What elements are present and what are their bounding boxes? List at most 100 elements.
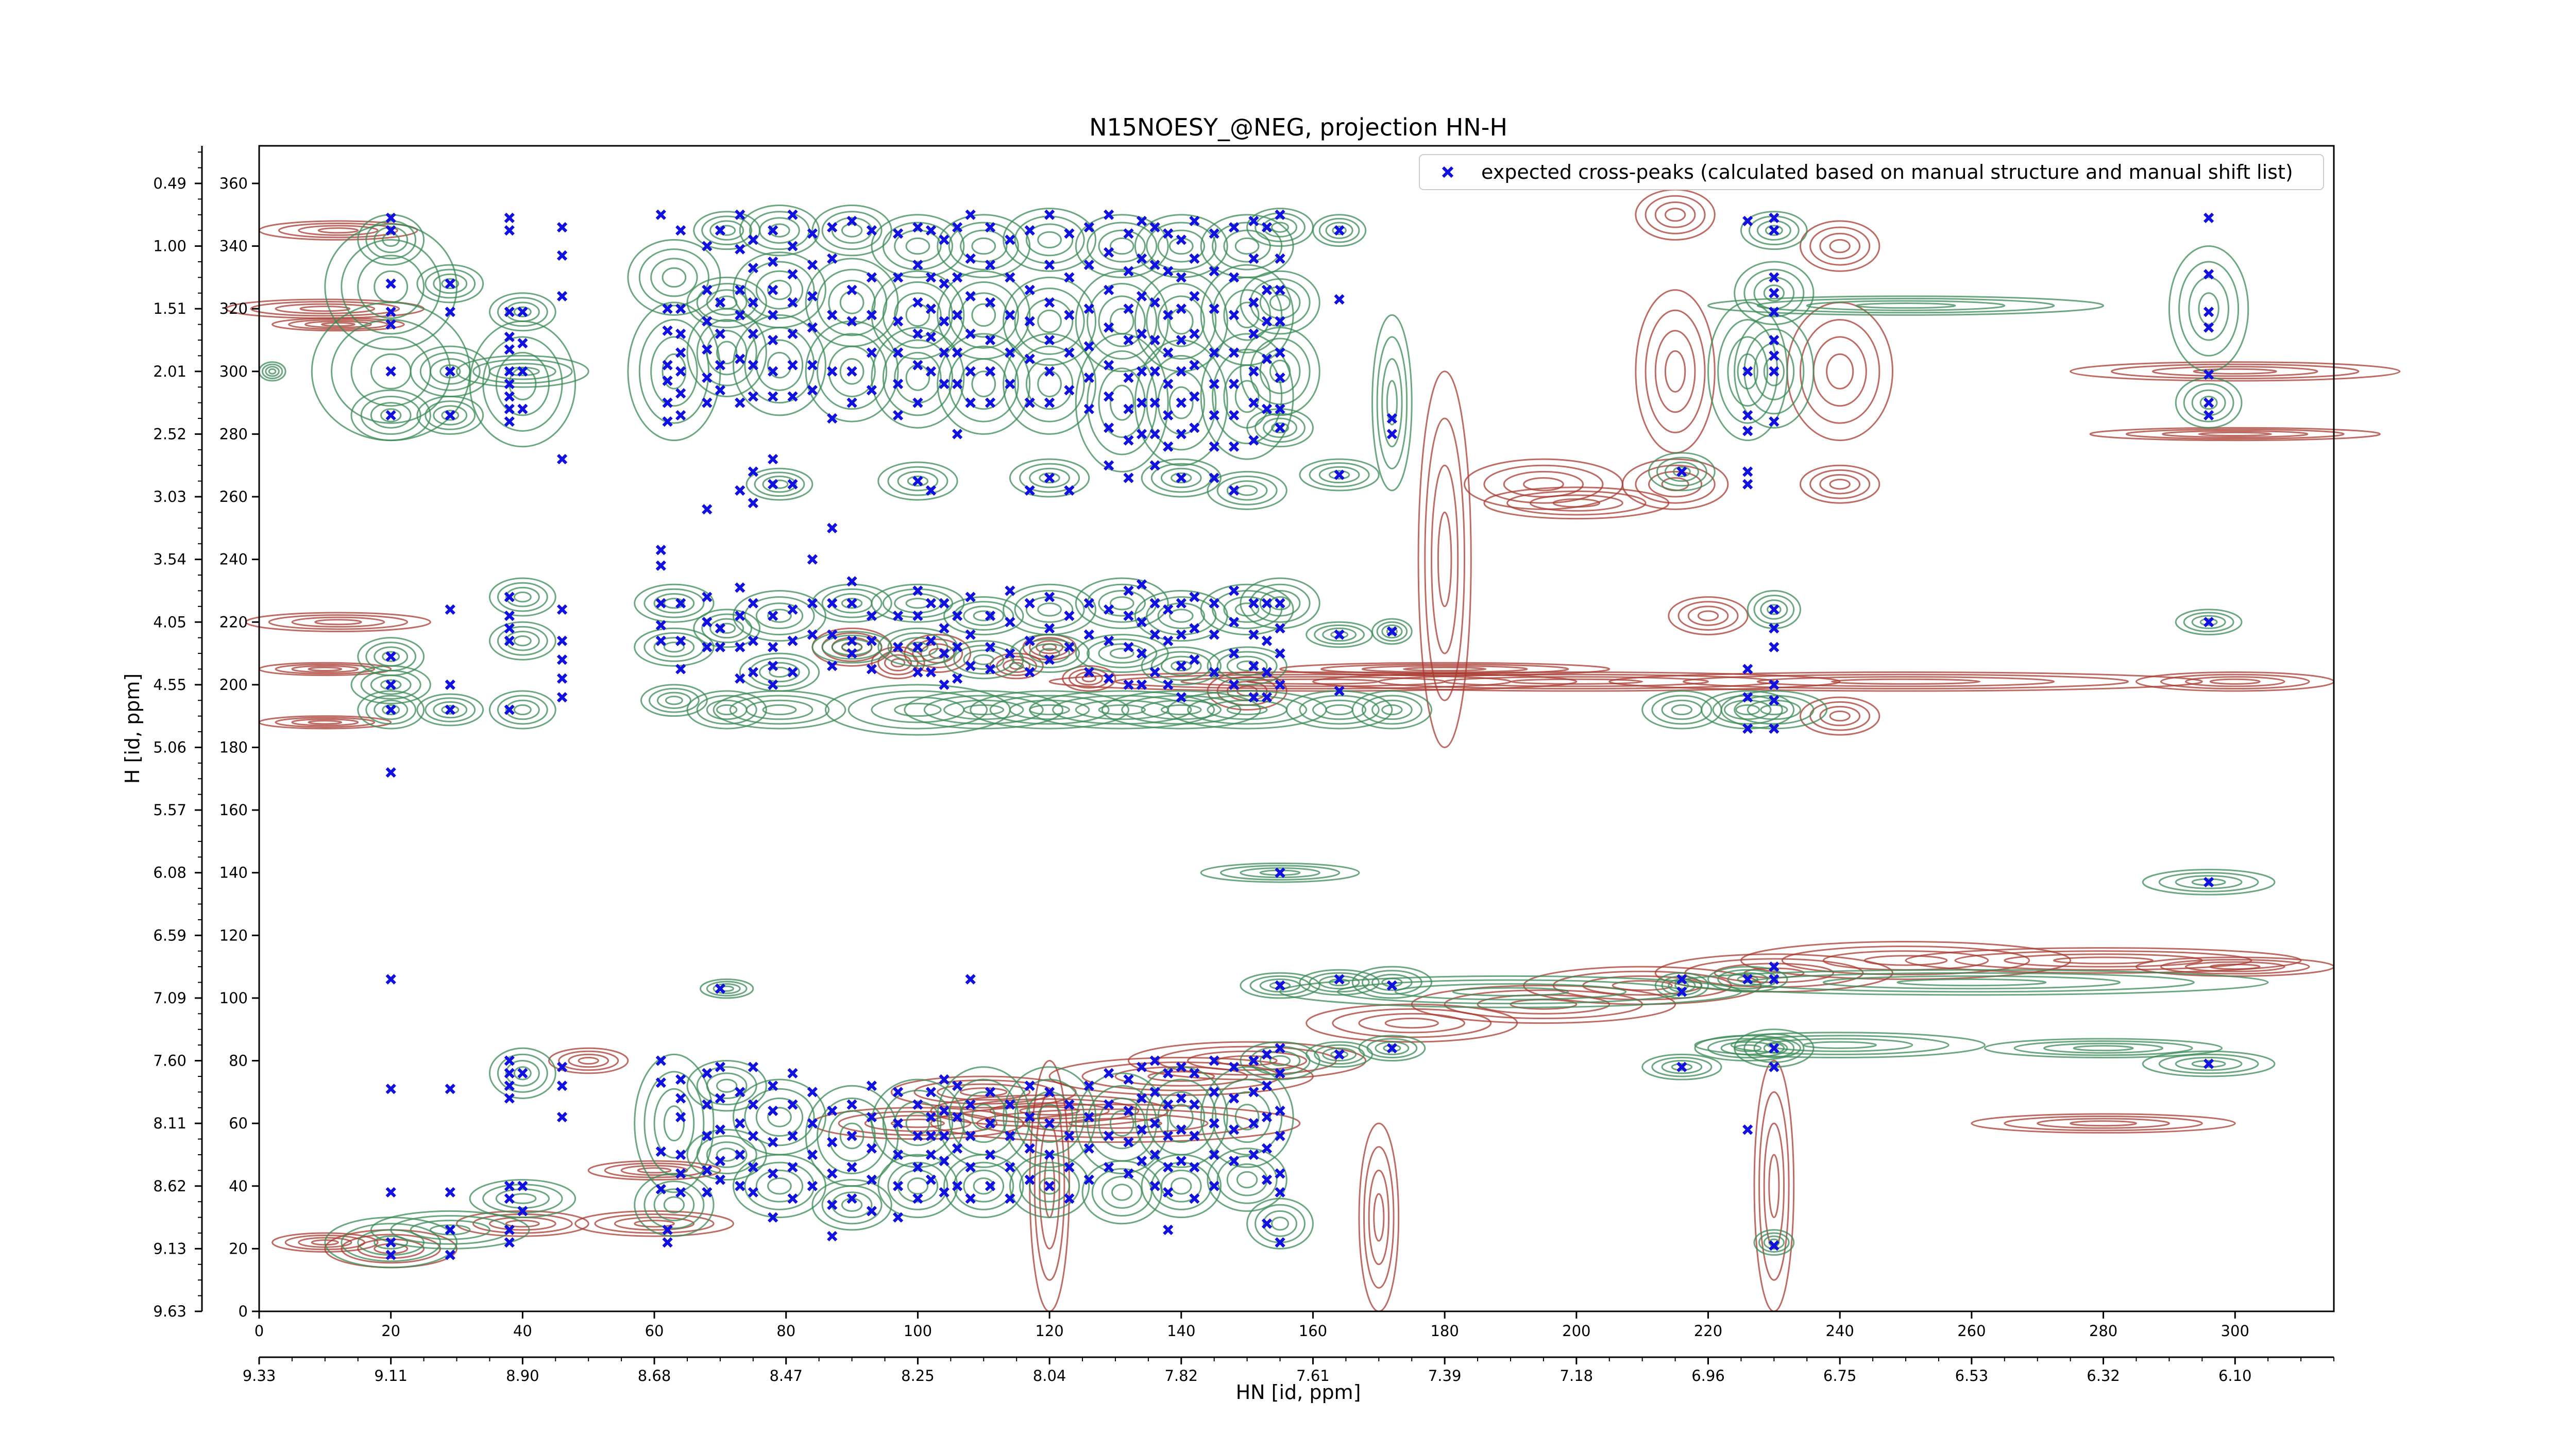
x-tick-label: 260: [1957, 1322, 1986, 1340]
cross-peak-marker: [385, 319, 396, 330]
positive-contour: [1240, 270, 1320, 335]
cross-peak-marker: [925, 485, 937, 496]
cross-peak-marker: [715, 297, 726, 308]
y-ppm-tick-label: 8.62: [153, 1177, 187, 1195]
cross-peak-marker: [1228, 1061, 1240, 1072]
negative-contour: [1463, 458, 1623, 510]
legend-marker-icon: [1442, 166, 1454, 178]
positive-contour: [1299, 969, 1380, 996]
cross-peak-marker: [445, 1224, 455, 1236]
negative-contour: [1635, 189, 1716, 241]
cross-peak-marker: [1261, 635, 1273, 646]
cross-peak-marker: [715, 1061, 726, 1072]
cross-peak-marker: [1228, 410, 1240, 421]
cross-peak-marker: [866, 225, 877, 236]
cross-peak-marker: [1769, 1061, 1780, 1072]
negative-contour: [1799, 464, 1880, 504]
cross-peak-marker: [702, 1187, 713, 1198]
positive-contour: [1207, 646, 1287, 686]
cross-peak-marker: [445, 1250, 455, 1260]
cross-peak-marker: [866, 272, 877, 283]
cross-peak-marker: [1209, 1180, 1219, 1191]
cross-peak-marker: [1163, 1224, 1174, 1236]
cross-peak-marker: [1123, 1137, 1134, 1148]
cross-peak-marker: [768, 391, 778, 402]
positive-contour: [700, 978, 754, 999]
cross-peak-marker: [1005, 347, 1015, 358]
cross-peak-marker: [702, 1068, 713, 1078]
cross-peak-marker: [715, 328, 726, 339]
cross-peak-marker: [1083, 1111, 1094, 1123]
negative-contour: [1799, 696, 1880, 736]
y-ppm-tick-label: 5.57: [153, 801, 187, 819]
cross-peak-marker: [866, 610, 877, 621]
cross-peak-marker: [846, 1162, 857, 1173]
cross-peak-marker: [768, 1081, 778, 1091]
positive-contour: [634, 627, 715, 667]
cross-peak-marker: [846, 598, 857, 609]
cross-peak-marker: [1044, 259, 1055, 271]
positive-contour: [488, 690, 556, 730]
cross-peak-marker: [1228, 441, 1240, 452]
cross-peak-marker: [1261, 1174, 1273, 1185]
cross-peak-marker: [1123, 1074, 1134, 1085]
cross-peak-marker: [504, 704, 515, 715]
cross-peak-marker: [965, 209, 976, 220]
cross-peak-marker: [1209, 1149, 1219, 1160]
cross-peak-marker: [385, 225, 396, 236]
cross-peak-marker: [1209, 1118, 1219, 1129]
y-ppm-tick-label: 1.00: [153, 238, 187, 255]
cross-peak-marker: [1334, 225, 1345, 236]
cross-peak-marker: [1005, 1131, 1015, 1141]
cross-peak-marker: [1123, 610, 1134, 621]
cross-peak-marker: [925, 303, 937, 314]
cross-peak-marker: [1163, 604, 1174, 615]
cross-peak-marker: [1228, 310, 1240, 320]
cross-peak-marker: [1149, 366, 1160, 377]
cross-peak-marker: [1228, 585, 1240, 596]
cross-peak-marker: [1149, 460, 1160, 471]
cross-peak-marker: [1024, 225, 1035, 236]
negative-contour: [1740, 940, 2072, 980]
cross-peak-marker: [662, 360, 673, 370]
cross-peak-marker: [1769, 307, 1780, 317]
y-ppm-tick-label: 9.13: [153, 1240, 187, 1257]
negative-contour: [2070, 361, 2401, 382]
cross-peak-marker: [827, 366, 838, 377]
cross-peak-marker: [1123, 228, 1134, 239]
cross-peak-marker: [655, 620, 666, 631]
cross-peak-marker: [866, 664, 877, 674]
cross-peak-marker: [504, 1093, 515, 1104]
x-axis-ticks: 0 20 40 60 80 100 120 140 160 180 200 220 240 260 280 3…: [255, 1311, 2249, 1340]
cross-peak-marker: [1334, 469, 1345, 480]
cross-peak-marker: [1149, 629, 1160, 640]
cross-peak-marker: [504, 331, 515, 343]
cross-peak-marker: [1123, 435, 1134, 446]
cross-peak-marker: [1149, 1149, 1160, 1160]
positive-contour: [1358, 1035, 1426, 1062]
y-ppm-tick-label: 3.03: [153, 488, 187, 505]
positive-contour: [943, 596, 1024, 636]
cross-peak-marker: [1275, 316, 1285, 327]
y-tick-label: 200: [219, 676, 248, 694]
cross-peak-marker: [556, 673, 568, 684]
cross-peak-marker: [556, 604, 568, 615]
cross-peak-marker: [1083, 598, 1094, 609]
cross-peak-marker: [1275, 284, 1285, 295]
negative-contour: [1635, 289, 1716, 454]
positive-contour: [1312, 214, 1367, 247]
cross-peak-marker: [787, 1162, 798, 1173]
positive-contour: [1701, 690, 1795, 730]
cross-peak-marker: [655, 209, 666, 220]
cross-peak-marker: [1769, 272, 1780, 283]
cross-peak-marker: [385, 1237, 396, 1248]
cross-peak-marker: [2203, 876, 2214, 888]
cross-peak-marker: [715, 1156, 726, 1167]
cross-peak-marker: [1769, 1240, 1780, 1251]
cross-peak-marker: [385, 307, 396, 317]
cross-peak-marker: [1275, 209, 1285, 220]
cross-peak-marker: [787, 297, 798, 308]
cross-peak-marker: [662, 416, 673, 427]
cross-peak-marker: [1261, 1081, 1273, 1091]
cross-peak-marker: [1189, 1193, 1200, 1204]
